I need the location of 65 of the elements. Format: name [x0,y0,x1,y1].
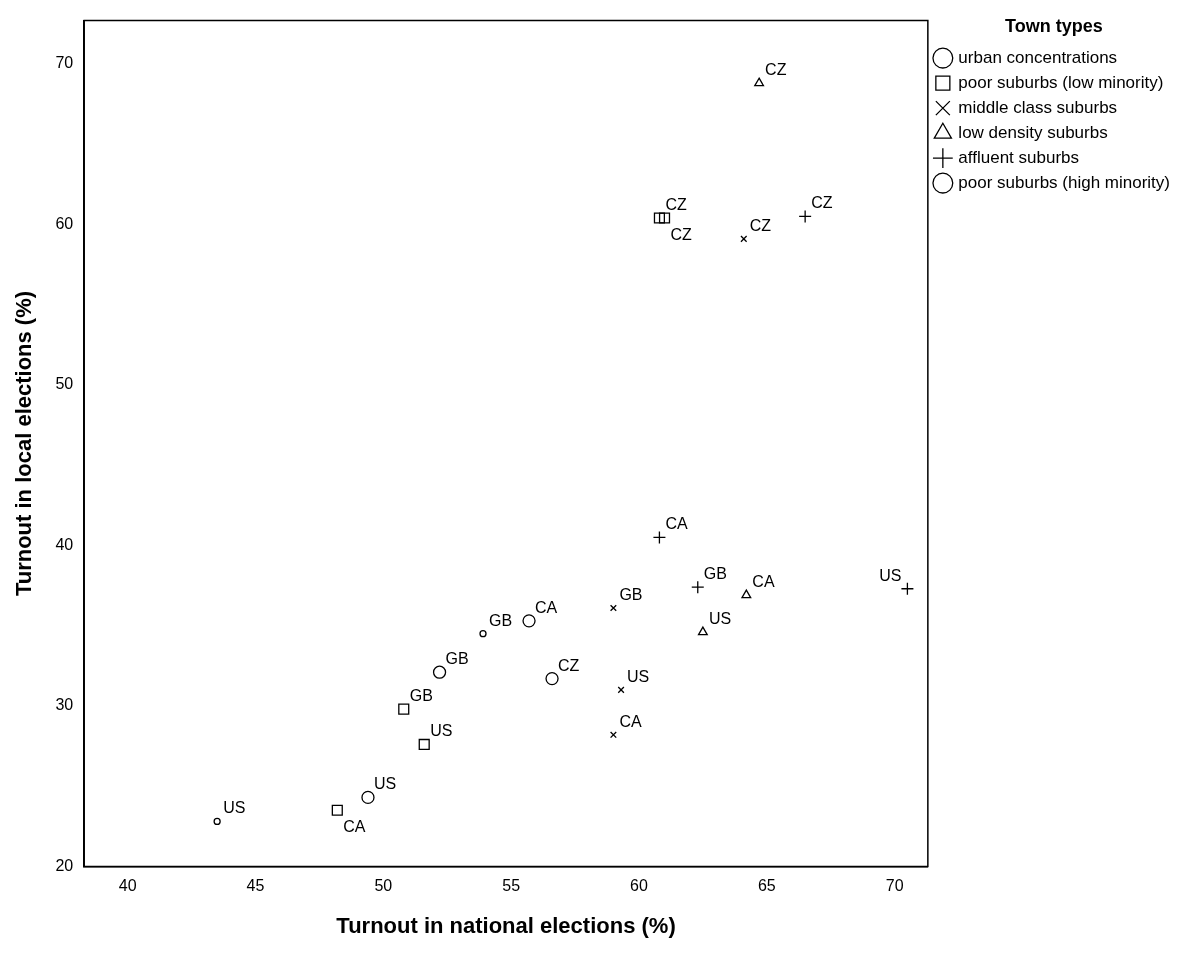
point [479,630,487,638]
x-tick-label: 45 [246,877,265,895]
data-label: CZ [811,194,833,212]
point [331,804,343,816]
x-tick-label: 70 [885,877,904,895]
point [658,212,671,224]
point [213,817,221,826]
point [653,212,666,224]
data-label: CA [535,598,558,616]
point [691,580,705,594]
data-label: CZ [670,226,693,244]
data-label: GB [445,650,469,668]
x-tick-label: 65 [757,877,776,895]
point [609,731,617,739]
y-tick-label: 70 [55,54,74,72]
y-tick-label: 30 [55,696,74,714]
data-label: US [223,799,246,817]
x-tick-label: 50 [374,877,393,895]
legend-label: urban concentrations [958,47,1118,67]
data-label: CZ [749,216,772,234]
point [545,671,559,686]
data-label: GB [409,687,433,705]
x-axis-title: Turnout in national elections (%) [336,912,676,938]
point [900,582,915,596]
data-label: GB [489,611,513,629]
point [798,209,812,224]
data-label: CA [665,515,688,533]
legend-label: low density suburbs [958,122,1108,142]
point [609,604,617,612]
data-label: US [627,667,650,685]
point [652,530,667,545]
point [697,626,708,636]
data-label: US [373,775,397,793]
point [522,614,536,628]
legend-label: middle class suburbs [958,97,1118,117]
data-label: US [430,722,453,740]
y-tick-label: 40 [55,535,74,553]
point [418,738,430,751]
y-tick-label: 20 [55,856,74,874]
data-label: CZ [765,61,787,79]
x-tick-label: 60 [630,877,648,895]
x-tick-label: 55 [502,877,521,895]
y-tick-label: 60 [55,214,74,232]
point [361,790,375,805]
data-label: GB [703,565,727,583]
point [754,77,765,87]
data-label: CZ [558,656,580,674]
point [741,589,752,599]
legend-label: poor suburbs (low minority) [958,72,1164,92]
point [740,235,748,243]
data-label: CA [343,818,366,836]
data-label: GB [619,586,643,604]
x-tick-label: 40 [118,877,137,895]
point [432,665,447,679]
legend-label: affluent suburbs [958,147,1080,167]
legend-title: Town types [1005,15,1103,36]
y-tick-label: 50 [55,375,74,393]
legend-label: poor suburbs (high minority) [958,172,1171,192]
point [398,703,410,715]
y-axis-title: Turnout in local elections (%) [11,290,37,597]
data-label: CA [752,573,775,591]
data-label: US [708,610,732,628]
data-label: US [879,566,902,584]
data-label: CA [619,712,642,730]
data-label: CZ [665,196,687,214]
